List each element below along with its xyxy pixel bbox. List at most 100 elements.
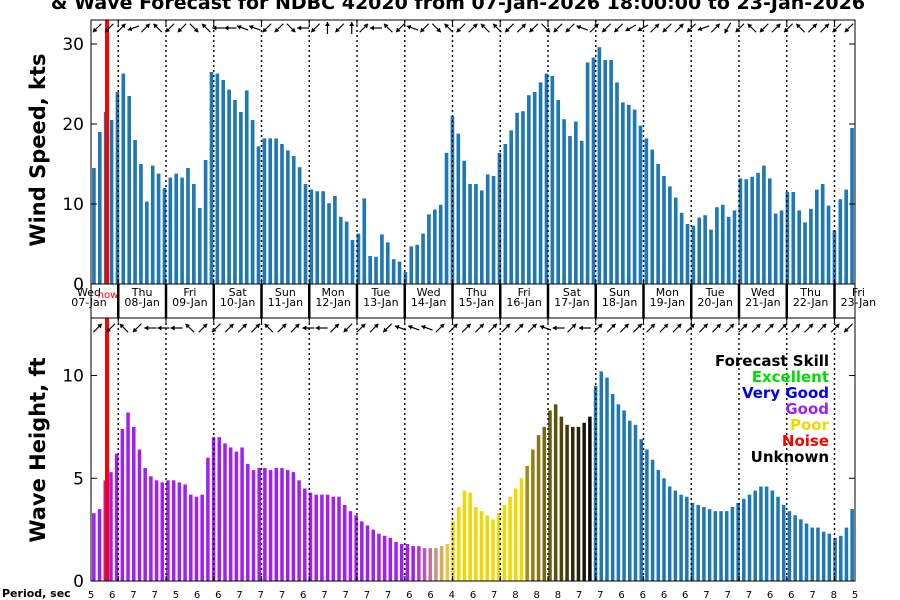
legend-item-unknown: Unknown — [751, 448, 829, 466]
arrow-head — [624, 323, 629, 329]
direction-arrow-icon — [431, 23, 442, 33]
wind-bar — [274, 138, 278, 284]
arrow-head — [492, 323, 498, 329]
date-label: 21-Jan — [745, 296, 781, 309]
direction-arrow-icon — [686, 23, 696, 33]
arrow-head — [545, 27, 551, 33]
wave-bar — [565, 424, 569, 581]
wind-bar — [203, 160, 208, 284]
wave-bar — [200, 494, 204, 581]
period-value: 6 — [406, 590, 412, 600]
wave-bar — [297, 480, 301, 581]
arrow-head — [452, 323, 458, 329]
wind-bar — [374, 256, 378, 284]
wind-bar — [562, 119, 566, 284]
wind-bar — [115, 92, 120, 284]
direction-arrow-icon — [759, 23, 769, 33]
arrow-head — [472, 23, 478, 29]
wind-bar — [814, 189, 819, 284]
wave-bar — [154, 480, 159, 581]
arrow-head — [92, 27, 98, 33]
wave-bar — [650, 459, 655, 581]
wind-bar — [92, 168, 96, 284]
wave-bar — [189, 494, 193, 581]
day-label: Thu — [465, 286, 487, 299]
wind-bar — [344, 221, 349, 284]
day-band-border — [90, 283, 856, 319]
date-label: 10-Jan — [220, 296, 256, 309]
wave-bar — [177, 482, 182, 582]
wind-bar — [621, 102, 625, 285]
wave-bar — [588, 416, 592, 582]
arrow-head — [360, 323, 366, 329]
wave-bar — [799, 519, 803, 581]
date-label: 20-Jan — [697, 296, 733, 309]
arrow-head — [597, 323, 603, 329]
direction-arrow-icon — [248, 24, 261, 31]
arrow-head — [193, 27, 199, 33]
wind-bar — [497, 152, 502, 284]
period-value: 6 — [427, 590, 433, 600]
period-value: 5 — [88, 590, 94, 600]
date-label: 12-Jan — [315, 296, 351, 309]
wind-bar — [532, 92, 537, 284]
wind-bar — [703, 215, 707, 284]
wind-bar — [597, 47, 602, 285]
wind-bar — [233, 100, 237, 284]
arrow-head — [104, 27, 110, 33]
wind-bar — [797, 210, 801, 284]
day-band: Wed07-JanThu08-JanFri09-JanSat10-JanSun1… — [71, 283, 876, 319]
wave-bar — [821, 531, 826, 581]
wave-bar — [690, 502, 695, 581]
arrow-head — [201, 23, 207, 29]
wave-bar — [724, 511, 729, 581]
day-label: Sun — [275, 286, 296, 299]
arrow-head — [716, 323, 721, 329]
period-value: 7 — [279, 590, 285, 600]
legend-item-good: Good — [785, 400, 829, 418]
wave-bar — [548, 410, 552, 581]
arrow-head — [662, 27, 668, 33]
direction-arrow-icon — [395, 23, 405, 33]
direction-arrow-icon — [832, 23, 842, 33]
direction-arrow-icon — [421, 324, 433, 331]
date-label: 13-Jan — [363, 296, 399, 309]
wind-bar — [603, 60, 608, 284]
wave-bar — [371, 529, 375, 581]
wave-bar — [770, 490, 775, 581]
direction-arrow-icon — [593, 323, 603, 333]
wave-bar — [137, 449, 142, 581]
direction-arrow-icon — [211, 323, 221, 333]
wind-bar — [756, 172, 760, 284]
arrow-head — [439, 323, 445, 329]
wind-bar — [591, 57, 596, 284]
wind-bar — [456, 133, 461, 284]
arrow-head — [120, 23, 126, 29]
wind-bar — [544, 73, 549, 284]
arrow-head — [383, 327, 388, 333]
wave-bar — [160, 482, 165, 582]
direction-arrow-icon — [369, 25, 382, 31]
arrow-head — [824, 23, 829, 29]
wind-bar — [280, 144, 284, 284]
wind-bar — [438, 204, 443, 284]
wind-bar — [568, 136, 572, 284]
arrow-head — [297, 25, 302, 31]
wave-bar — [662, 478, 666, 581]
wind-bar — [615, 82, 619, 285]
wave-bar — [502, 504, 507, 581]
direction-arrow-icon — [712, 323, 722, 333]
arrow-head — [539, 324, 545, 330]
direction-arrow-icon — [539, 324, 552, 331]
direction-arrow-icon — [394, 324, 407, 331]
direction-arrow-icon — [224, 25, 237, 31]
wave-bar — [251, 470, 256, 581]
direction-arrow-icon — [170, 325, 183, 331]
wave-bar — [382, 535, 387, 581]
arrow-head — [678, 23, 684, 29]
wind-bar — [397, 261, 402, 284]
arrow-head — [654, 23, 660, 29]
wave-bar — [228, 447, 233, 581]
wind-bar — [321, 191, 325, 284]
period-value: 5 — [173, 590, 179, 600]
